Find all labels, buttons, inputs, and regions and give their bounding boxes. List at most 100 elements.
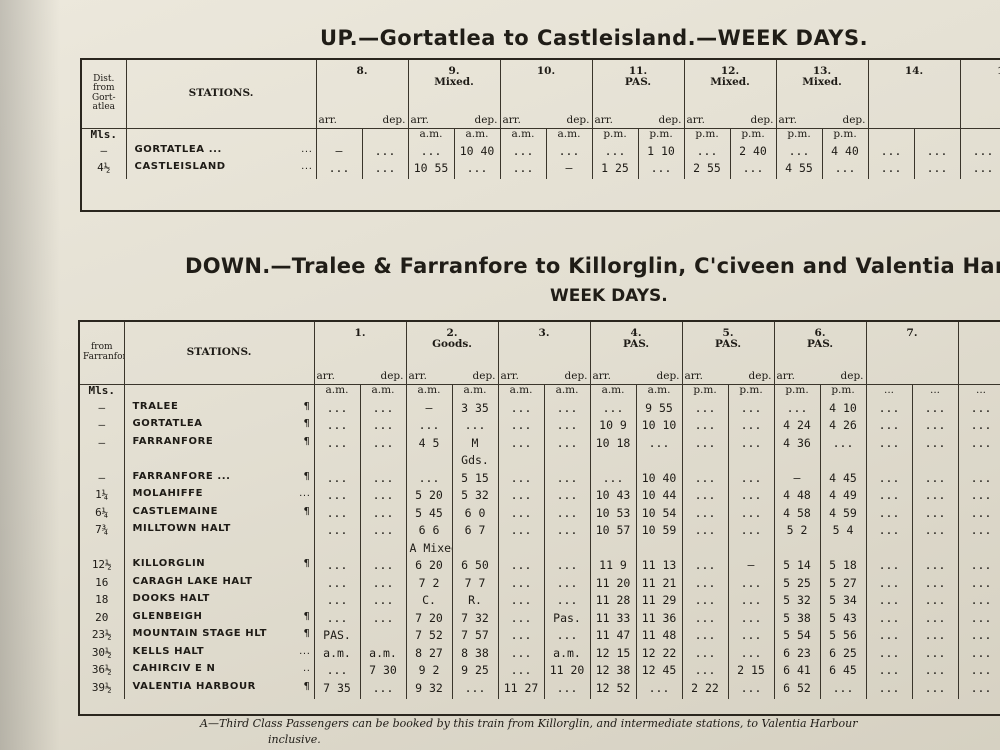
time-cell: a.m. — [359, 646, 406, 664]
train-type — [320, 77, 405, 90]
station-mark: .. — [302, 664, 311, 674]
time-cell: ... — [637, 162, 684, 179]
up-heading: UP.—Gortatlea to Castleisland.—WEEK DAYS… — [320, 26, 869, 50]
time-period: a.m. — [635, 384, 683, 402]
time-cell: ... — [819, 681, 867, 699]
time-cell: ... — [681, 664, 729, 682]
down-table: from FarranforeSTATIONS.1.arr.dep.2.Good… — [80, 322, 1000, 699]
station-name: GORTATLEA ... — [134, 145, 222, 155]
distance-miles: 1¼ — [95, 489, 109, 501]
station-name: FARRANFORE — [132, 436, 214, 447]
train-column-header: 3. arr. dep. — [497, 322, 591, 385]
station-name: TRALEE — [132, 401, 179, 412]
time-cell: 7 32 — [451, 611, 499, 629]
time-period: a.m. — [499, 128, 546, 145]
time-cell: 2 40 — [729, 145, 776, 162]
train-number: 8. — [356, 65, 368, 77]
time-cell — [543, 454, 591, 472]
time-cell: 10 57 — [589, 524, 637, 542]
time-cell — [405, 454, 452, 472]
distance-miles: 16 — [95, 576, 109, 589]
time-cell — [589, 541, 637, 559]
time-period: a.m. — [451, 384, 499, 402]
time-cell — [359, 541, 406, 559]
time-cell: 10 43 — [589, 489, 637, 507]
station-mark: ¶ — [303, 681, 311, 692]
time-cell: 5 25 — [773, 576, 821, 594]
distance-header: from Farranfore — [80, 322, 124, 385]
time-cell: 6 45 — [819, 664, 867, 682]
time-cell: 6 20 — [405, 559, 452, 577]
time-period: ... — [957, 384, 1000, 402]
time-cell: ... — [359, 524, 406, 542]
table-row: 20 GLENBEIGH ¶...... 7 20 7 32... Pas. 11 33 11… — [80, 611, 1000, 629]
time-cell: ... — [543, 524, 591, 542]
time-cell: ... — [497, 594, 545, 612]
dep-label: dep. — [842, 114, 866, 127]
table-row: 18 DOOKS HALT...... C. R....... 11 28 11 29..… — [80, 594, 1000, 612]
time-cell — [681, 454, 729, 472]
distance-miles — [80, 454, 124, 472]
time-cell: 12 52 — [589, 681, 637, 699]
time-period: ... — [865, 384, 913, 402]
time-cell: 12 38 — [589, 664, 637, 682]
time-cell: ... — [865, 419, 913, 437]
time-cell: ... — [865, 629, 913, 647]
time-cell: ... — [727, 489, 775, 507]
time-cell: ... — [543, 489, 591, 507]
time-cell: 11 20 — [589, 576, 637, 594]
dep-label: dep. — [382, 114, 406, 127]
time-cell: ... — [361, 162, 408, 179]
station-mark: ¶ — [303, 611, 311, 622]
time-cell: 2 22 — [681, 681, 729, 699]
time-cell: ... — [911, 664, 959, 682]
train-column-header: 15. — [959, 60, 1000, 129]
time-cell: ... — [959, 145, 1000, 162]
table-row: 6¼ CASTLEMAINE ¶...... 5 45 6 0...... 10 53 10… — [80, 506, 1000, 524]
dep-label: dep. — [750, 114, 774, 127]
time-cell: ... — [405, 419, 452, 437]
dep-label: dep. — [566, 114, 590, 127]
train-number: 11. — [628, 65, 648, 77]
time-cell: ... — [589, 401, 637, 419]
time-cell: 5 34 — [819, 594, 867, 612]
time-cell: 4 10 — [819, 401, 867, 419]
train-type — [962, 339, 1000, 352]
time-cell: ... — [727, 611, 775, 629]
time-cell — [313, 454, 360, 472]
time-cell: 11 33 — [589, 611, 637, 629]
time-cell: ... — [957, 594, 1000, 612]
distance-miles: 36½ — [91, 664, 112, 676]
table-row: Gds. — [80, 454, 1000, 472]
time-cell: ... — [681, 611, 729, 629]
station-name: GORTATLEA — [132, 419, 203, 429]
time-period: p.m. — [729, 128, 776, 145]
time-cell: ... — [911, 629, 959, 647]
time-period — [867, 128, 914, 145]
time-cell: ... — [313, 506, 360, 524]
distance-miles: — — [98, 419, 106, 431]
distance-miles: 12½ — [91, 559, 112, 571]
down-week-days-heading: WEEK DAYS. — [550, 286, 668, 306]
time-cell: ... — [911, 611, 959, 629]
time-cell: 11 48 — [635, 629, 683, 647]
table-row: 30½ KELLS HALT... a.m. a.m. 8 27 8 38... a.m. 1… — [80, 646, 1000, 664]
time-cell: 2 55 — [683, 162, 730, 179]
train-number: 14. — [904, 65, 924, 77]
time-cell: ... — [543, 594, 591, 612]
train-column-header: 10. arr. dep. — [499, 60, 592, 129]
station-name: MOUNTAIN STAGE HLT — [132, 629, 268, 639]
train-number: 8 — [962, 328, 1000, 339]
time-cell: 4 40 — [821, 145, 868, 162]
station-name-cell: CARAGH LAKE HALT — [123, 576, 314, 594]
time-cell: 4 36 — [773, 436, 821, 454]
time-cell: 9 55 — [635, 401, 683, 419]
up-timetable: Dist. from Gort- atlea STATIONS. 8. arr. dep… — [80, 58, 1000, 212]
time-period: p.m. — [681, 384, 729, 402]
train-number: 6. — [814, 327, 826, 339]
time-cell: 5 32 — [773, 594, 821, 612]
time-cell: 7 30 — [359, 664, 406, 682]
time-cell: ... — [681, 471, 729, 489]
station-spacer — [123, 384, 314, 402]
time-cell: ... — [681, 594, 729, 612]
